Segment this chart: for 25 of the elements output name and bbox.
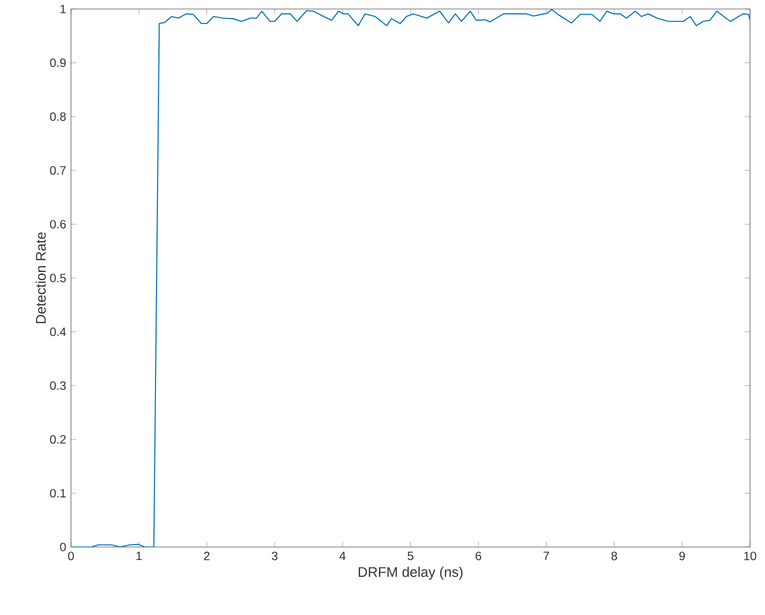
y-axis-title: Detection Rate [36,232,46,324]
y-tick-label: 0 [60,542,66,552]
y-tick-label: 0.7 [50,166,66,175]
x-tick-label: 1 [136,552,142,560]
line-series [71,9,750,547]
x-tick-label: 7 [544,552,550,560]
y-tick-label: 0.2 [50,435,66,444]
x-tick-label: 5 [408,552,414,560]
y-tick-label: 0.5 [50,274,66,282]
y-tick-label: 0.8 [50,112,66,121]
x-tick-label: 0 [68,552,74,560]
x-tick-label: 4 [340,552,346,560]
x-tick-label: 3 [272,552,278,560]
y-tick-label: 0.6 [50,220,66,228]
y-tick-label: 0.3 [50,381,66,390]
x-tick-label: 6 [476,552,482,560]
y-tick-label: 0.9 [50,58,66,68]
y-tick-label: 0.1 [50,488,66,498]
x-axis-title: DRFM delay (ns) [358,566,462,580]
y-tick-label: 1 [60,4,66,14]
x-tick-label: 2 [204,552,210,560]
y-tick-label: 0.4 [50,328,66,336]
x-tick-label: 9 [679,552,685,560]
x-tick-label: 8 [611,552,618,560]
x-tick-label: 10 [744,552,756,560]
